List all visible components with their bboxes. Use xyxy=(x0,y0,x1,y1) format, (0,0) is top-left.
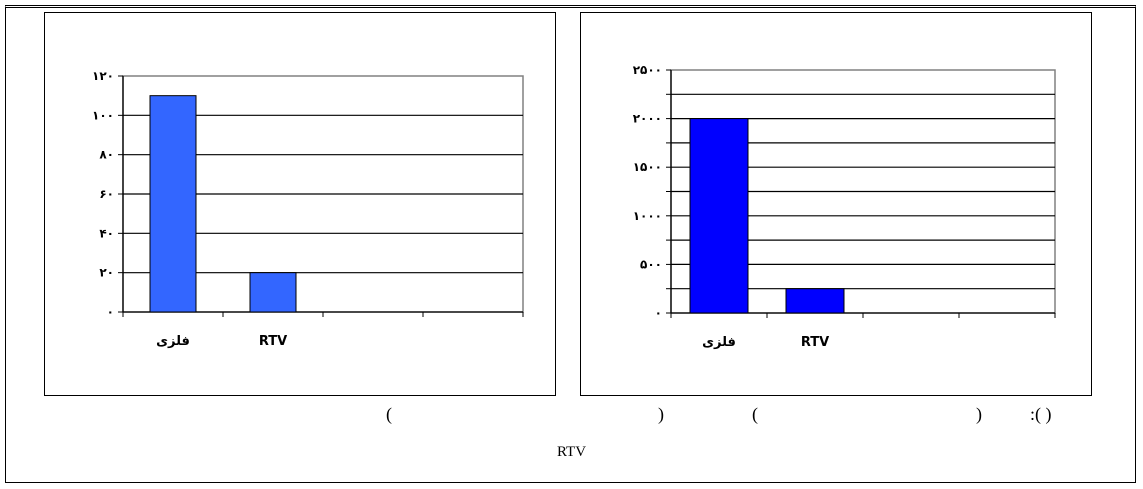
y-tick-label-left-6: ۱۲۰ xyxy=(92,69,114,83)
x-tick-label-right-1: RTV xyxy=(801,335,829,350)
caption-paren-2: ) xyxy=(658,404,664,424)
y-tick-label-right-0: ۰ xyxy=(655,306,662,320)
chart-left: ۰ ۲۰ ۴۰ ۶۰ ۸۰ ۱۰۰ ۱۲۰ فلزی RTV xyxy=(44,12,556,396)
figure-frame xyxy=(5,5,1136,483)
y-tick-label-left-4: ۸۰ xyxy=(99,148,114,162)
caption-paren-1: ( xyxy=(386,404,392,424)
bar-left-1 xyxy=(249,272,297,313)
y-tick-label-left-2: ۴۰ xyxy=(99,226,114,240)
chart-right: ۰ ۵۰۰ ۱۰۰۰ ۱۵۰۰ ۲۰۰۰ ۲۵۰۰ فلزی RTV xyxy=(580,12,1092,396)
bar-left-0 xyxy=(149,95,197,313)
caption-paren-4: ) xyxy=(976,404,982,424)
x-tick-label-right-0: فلزی xyxy=(702,335,736,350)
x-tick-label-left-1: RTV xyxy=(259,334,287,349)
chart-left-svg: ۰ ۲۰ ۴۰ ۶۰ ۸۰ ۱۰۰ ۱۲۰ فلزی RTV xyxy=(92,69,524,349)
y-tick-label-right-4: ۱۰۰۰ xyxy=(633,209,662,223)
caption-figure-number: :( ) xyxy=(1030,404,1052,424)
y-tick-label-left-3: ۶۰ xyxy=(99,187,114,201)
bar-right-0 xyxy=(689,118,749,314)
y-tick-label-right-10: ۲۵۰۰ xyxy=(633,63,662,77)
y-tick-label-left-5: ۱۰۰ xyxy=(92,108,114,122)
chart-right-svg: ۰ ۵۰۰ ۱۰۰۰ ۱۵۰۰ ۲۰۰۰ ۲۵۰۰ فلزی RTV xyxy=(633,63,1056,350)
y-tick-label-left-1: ۲۰ xyxy=(99,266,114,280)
y-tick-label-left-0: ۰ xyxy=(107,305,114,319)
y-tick-label-right-6: ۱۵۰۰ xyxy=(633,160,662,174)
bar-right-1 xyxy=(785,288,845,314)
x-tick-label-left-0: فلزی xyxy=(156,334,190,349)
caption-row: ( ) ( ) :( ) xyxy=(0,404,1143,434)
y-tick-label-right-8: ۲۰۰۰ xyxy=(633,112,662,126)
footnote: RTV xyxy=(556,444,587,460)
y-tick-label-right-2: ۵۰۰ xyxy=(640,257,662,271)
caption-paren-3: ( xyxy=(752,404,758,424)
